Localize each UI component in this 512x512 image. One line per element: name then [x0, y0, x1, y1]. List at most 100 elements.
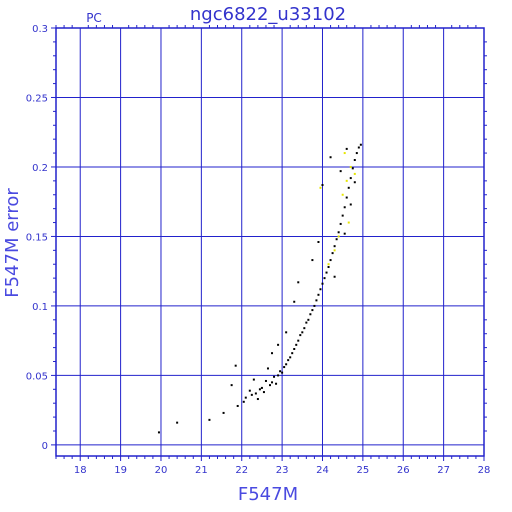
- data-point: [347, 186, 350, 189]
- data-point: [345, 196, 348, 199]
- data-point: [313, 304, 316, 307]
- data-point: [357, 146, 360, 149]
- x-tick-label: 25: [357, 465, 370, 476]
- y-axis-label: F547M error: [2, 188, 23, 298]
- data-point: [319, 186, 322, 189]
- data-point: [339, 222, 342, 225]
- data-point: [311, 259, 314, 262]
- data-point: [343, 232, 346, 235]
- data-point: [291, 352, 294, 355]
- data-point: [242, 400, 245, 403]
- tick-labels: 18 19 20 21 22 23 24 25 26 27 28 0 0.05 0.1 0.15 0.2 0.2…: [26, 24, 491, 476]
- data-point: [256, 398, 259, 401]
- y-tick-label: 0.3: [32, 24, 48, 35]
- data-point: [301, 331, 304, 334]
- data-point: [345, 147, 348, 150]
- y-tick-label: 0.1: [32, 302, 48, 313]
- data-point: [271, 381, 274, 384]
- data-point: [349, 177, 352, 180]
- x-axis-label: F547M: [238, 484, 298, 505]
- data-points: [157, 143, 362, 434]
- data-point: [275, 382, 278, 385]
- data-point: [309, 313, 312, 316]
- data-point: [319, 288, 322, 291]
- data-point: [337, 231, 340, 234]
- data-point: [321, 282, 324, 285]
- data-point: [250, 393, 253, 396]
- data-point: [252, 378, 255, 381]
- data-point: [345, 179, 348, 182]
- data-point: [176, 421, 179, 424]
- data-point: [262, 391, 265, 394]
- y-tick-label: 0: [42, 441, 48, 452]
- data-point: [157, 431, 160, 434]
- grid-lines: [51, 25, 487, 461]
- data-point: [327, 263, 330, 266]
- data-point: [321, 184, 324, 187]
- data-point: [355, 152, 358, 155]
- data-point: [333, 245, 336, 248]
- data-point: [295, 343, 298, 346]
- data-point: [339, 170, 342, 173]
- y-tick-label: 0.15: [26, 232, 48, 243]
- data-point: [208, 418, 211, 421]
- data-point: [287, 359, 290, 362]
- y-tick-label: 0.05: [26, 371, 48, 382]
- data-point: [293, 300, 296, 303]
- x-tick-label: 27: [437, 465, 450, 476]
- data-point: [289, 356, 292, 359]
- data-point: [353, 172, 356, 175]
- x-tick-label: 18: [74, 465, 87, 476]
- data-point: [266, 367, 269, 370]
- data-point: [281, 371, 284, 374]
- data-point: [269, 384, 271, 387]
- data-point: [335, 238, 338, 241]
- data-point: [329, 259, 332, 262]
- data-point: [333, 249, 336, 252]
- data-point: [343, 206, 346, 209]
- data-point: [359, 143, 362, 146]
- chart-tag: PC: [86, 11, 102, 25]
- x-tick-label: 22: [235, 465, 248, 476]
- data-point: [297, 339, 300, 342]
- data-point: [293, 348, 296, 350]
- data-point: [329, 156, 332, 159]
- x-tick-label: 28: [478, 465, 491, 476]
- data-point: [283, 366, 286, 369]
- x-tick-label: 19: [114, 465, 127, 476]
- data-point: [244, 396, 247, 399]
- data-point: [353, 181, 356, 184]
- x-tick-label: 23: [276, 465, 289, 476]
- data-point: [325, 271, 328, 274]
- y-tick-label: 0.2: [32, 163, 48, 174]
- plot-frame: [55, 27, 485, 457]
- data-point: [236, 404, 239, 407]
- y-tick-label: 0.25: [26, 93, 48, 104]
- data-point: [333, 275, 336, 278]
- data-point: [303, 327, 306, 330]
- data-point: [264, 379, 267, 382]
- data-point: [299, 334, 302, 337]
- data-point: [341, 193, 344, 196]
- data-point: [337, 235, 340, 238]
- data-point: [297, 281, 300, 284]
- data-point: [258, 388, 261, 391]
- x-tick-label: 21: [195, 465, 208, 476]
- data-point: [271, 352, 274, 355]
- data-point: [222, 411, 225, 414]
- data-point: [315, 299, 318, 302]
- chart-title: ngc6822_u33102: [190, 4, 346, 25]
- data-point: [260, 386, 263, 389]
- data-point: [353, 159, 356, 162]
- data-point: [230, 384, 233, 387]
- x-tick-label: 26: [397, 465, 410, 476]
- data-point: [248, 389, 251, 392]
- data-point: [343, 152, 346, 155]
- data-point: [305, 321, 308, 324]
- data-point: [285, 331, 288, 334]
- data-point: [279, 370, 282, 373]
- x-tick-label: 20: [155, 465, 168, 476]
- data-point: [254, 392, 257, 395]
- data-point: [331, 252, 334, 255]
- data-point: [285, 363, 288, 366]
